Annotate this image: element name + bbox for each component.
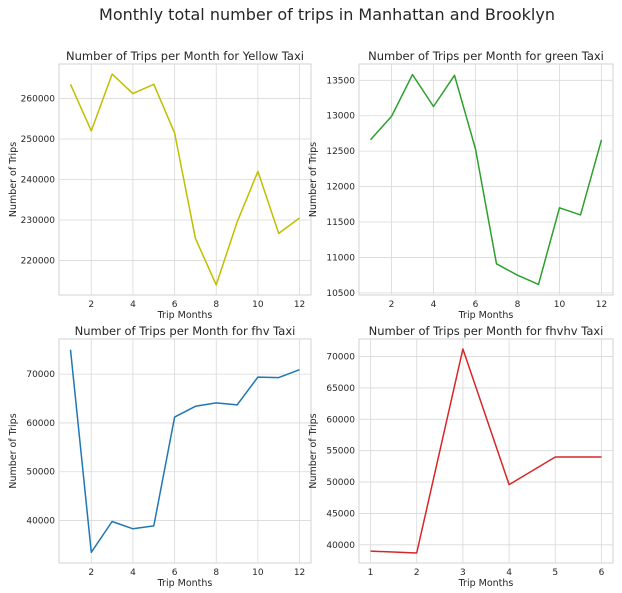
y-tick-label: 40000 bbox=[326, 541, 355, 551]
y-tick-label: 10500 bbox=[326, 289, 355, 299]
chart-panel-3: 2 4 6 8 10 12 40000 50000 60000 70000 Number of Tr… bbox=[8, 324, 312, 589]
y-tick-label: 70000 bbox=[26, 370, 55, 380]
y-tick-label: 50000 bbox=[326, 478, 355, 488]
panel-title: Number of Trips per Month for Yellow Tax… bbox=[66, 49, 304, 63]
x-tick-label: 8 bbox=[515, 300, 521, 310]
x-tick-label: 2 bbox=[414, 568, 420, 578]
y-tick-label: 12500 bbox=[326, 147, 355, 157]
panel-title: Number of Trips per Month for fhv Taxi bbox=[75, 324, 296, 338]
x-tick-label: 4 bbox=[506, 568, 512, 578]
y-tick-label: 50000 bbox=[26, 468, 55, 478]
x-tick-label: 12 bbox=[294, 568, 305, 578]
x-tick-label: 6 bbox=[172, 300, 178, 310]
x-tick-label: 2 bbox=[88, 300, 94, 310]
y-axis-label: Number of Trips bbox=[8, 413, 19, 488]
y-tick-label: 11500 bbox=[326, 218, 355, 228]
series-line bbox=[69, 73, 300, 286]
x-axis-label: Trip Months bbox=[458, 578, 514, 589]
x-axis-label: Trip Months bbox=[458, 310, 514, 321]
y-tick-label: 40000 bbox=[26, 517, 55, 527]
x-axis-label: Trip Months bbox=[157, 310, 213, 321]
y-tick-label: 12000 bbox=[326, 183, 355, 193]
plot-area bbox=[358, 63, 614, 296]
series-line bbox=[370, 348, 602, 554]
x-tick-label: 2 bbox=[88, 568, 94, 578]
y-tick-label: 250000 bbox=[21, 135, 56, 145]
y-tick-label: 240000 bbox=[21, 176, 56, 186]
x-tick-label: 2 bbox=[389, 300, 395, 310]
chart-panel-4: 1 2 3 4 5 6 40000 45000 50000 55000 60000 65000 7000… bbox=[308, 324, 614, 589]
y-tick-label: 65000 bbox=[326, 384, 355, 394]
x-tick-label: 4 bbox=[431, 300, 437, 310]
x-tick-label: 3 bbox=[460, 568, 466, 578]
y-tick-label: 70000 bbox=[326, 353, 355, 363]
chart-panel-1: 2 4 6 8 10 12 220000 230000 240000 250000 260000 Nu… bbox=[8, 49, 312, 321]
y-tick-label: 13000 bbox=[326, 112, 355, 122]
y-tick-label: 260000 bbox=[21, 94, 56, 104]
figure-title: Monthly total number of trips in Manhatt… bbox=[99, 5, 555, 24]
x-tick-label: 1 bbox=[368, 568, 374, 578]
y-tick-label: 60000 bbox=[26, 419, 55, 429]
x-tick-label: 12 bbox=[294, 300, 305, 310]
panel-title: Number of Trips per Month for green Taxi bbox=[368, 49, 604, 63]
x-tick-label: 6 bbox=[172, 568, 178, 578]
chart-panel-2: 2 4 6 8 10 12 10500 11000 11500 12000 12500 13000 13… bbox=[308, 49, 614, 321]
x-tick-label: 6 bbox=[599, 568, 605, 578]
x-tick-label: 12 bbox=[596, 300, 607, 310]
x-tick-label: 4 bbox=[130, 300, 136, 310]
y-tick-label: 55000 bbox=[326, 447, 355, 457]
y-tick-label: 13500 bbox=[326, 76, 355, 86]
series-line bbox=[69, 349, 300, 554]
y-tick-label: 220000 bbox=[21, 257, 56, 267]
panel-title: Number of Trips per Month for fhvhv Taxi bbox=[369, 324, 604, 338]
y-tick-label: 60000 bbox=[326, 415, 355, 425]
y-tick-label: 11000 bbox=[326, 253, 355, 263]
y-axis-label: Number of Trips bbox=[308, 142, 319, 217]
series-line bbox=[369, 73, 603, 286]
x-tick-label: 8 bbox=[213, 300, 219, 310]
y-axis-label: Number of Trips bbox=[308, 413, 319, 488]
x-tick-label: 10 bbox=[252, 300, 264, 310]
plot-area bbox=[58, 338, 312, 564]
x-tick-label: 5 bbox=[552, 568, 558, 578]
x-tick-label: 4 bbox=[130, 568, 136, 578]
x-axis-label: Trip Months bbox=[157, 578, 213, 589]
y-tick-label: 230000 bbox=[21, 216, 56, 226]
x-tick-label: 8 bbox=[213, 568, 219, 578]
y-tick-label: 45000 bbox=[326, 509, 355, 519]
x-tick-label: 6 bbox=[473, 300, 479, 310]
y-axis-label: Number of Trips bbox=[8, 142, 19, 217]
x-tick-label: 10 bbox=[554, 300, 566, 310]
x-tick-label: 10 bbox=[252, 568, 264, 578]
